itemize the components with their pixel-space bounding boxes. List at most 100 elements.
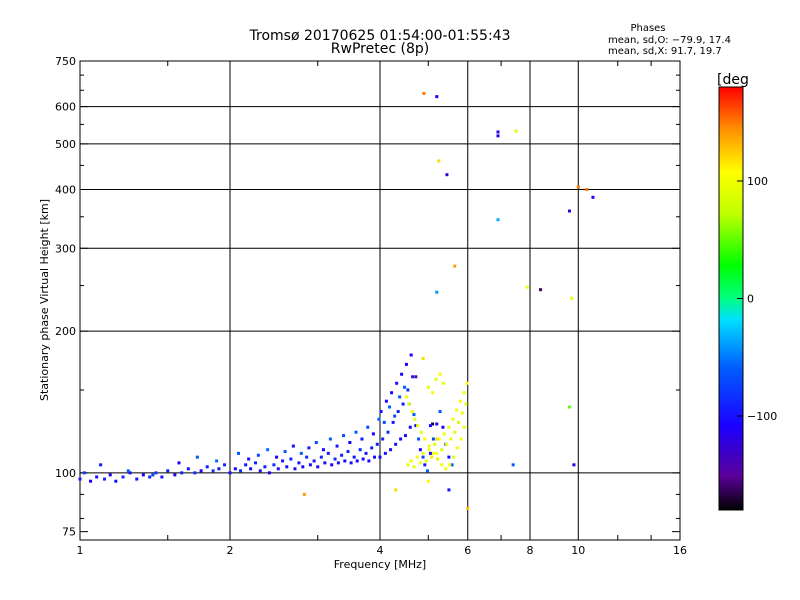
data-point — [328, 437, 332, 441]
data-point — [445, 442, 449, 446]
data-point — [453, 264, 457, 268]
data-point — [223, 463, 227, 467]
data-point — [393, 414, 397, 418]
data-point — [496, 130, 500, 134]
data-point — [291, 444, 295, 448]
data-point — [370, 446, 374, 450]
data-point — [414, 375, 418, 379]
data-point — [394, 442, 398, 446]
data-point — [321, 448, 325, 452]
data-point — [406, 388, 410, 392]
data-point — [426, 479, 430, 483]
data-point — [403, 434, 407, 438]
data-point — [570, 296, 574, 300]
data-point — [205, 465, 209, 469]
axis-ticks: 1 2 4 6 8 10 16 75 100 200 300 400 500 600 750 — [55, 55, 687, 557]
data-point — [428, 451, 432, 455]
data-point — [283, 450, 287, 454]
data-point — [336, 461, 340, 465]
data-point — [431, 437, 435, 441]
y-tick-label: 400 — [55, 183, 76, 196]
data-point — [424, 459, 428, 463]
data-point — [355, 459, 359, 463]
data-point — [447, 425, 451, 429]
data-point — [447, 488, 451, 492]
data-point — [342, 434, 346, 438]
data-point — [281, 459, 285, 463]
data-point — [431, 422, 435, 426]
data-point — [114, 479, 118, 483]
data-point — [404, 362, 408, 366]
data-point — [435, 290, 439, 294]
data-point — [211, 469, 215, 473]
data-point — [438, 410, 442, 414]
data-point — [440, 448, 444, 452]
data-point — [418, 461, 422, 465]
data-point — [378, 455, 382, 459]
data-point — [585, 187, 589, 191]
data-point — [539, 288, 543, 292]
data-point — [444, 467, 448, 471]
data-point — [108, 473, 112, 477]
data-point — [151, 473, 155, 477]
data-point — [459, 437, 463, 441]
data-point — [425, 469, 429, 473]
data-point — [388, 405, 392, 409]
data-point — [462, 425, 466, 429]
data-point — [276, 467, 280, 471]
data-point — [591, 195, 595, 199]
data-point — [525, 285, 529, 289]
data-point — [375, 442, 379, 446]
data-point — [199, 469, 203, 473]
y-tick-label: 75 — [62, 526, 76, 539]
data-point — [335, 444, 339, 448]
data-point — [340, 453, 344, 457]
y-axis-label: Stationary phase Virtual Height [km] — [38, 199, 51, 401]
data-point — [434, 377, 438, 381]
data-point — [82, 471, 86, 475]
data-point — [426, 385, 430, 389]
data-point — [396, 410, 400, 414]
data-point — [78, 477, 82, 481]
data-point — [409, 353, 413, 357]
grid-lines — [80, 61, 680, 540]
data-point — [289, 457, 293, 461]
data-point — [460, 411, 464, 415]
data-point — [228, 471, 232, 475]
data-point — [435, 451, 439, 455]
data-point — [406, 463, 410, 467]
data-point — [437, 437, 441, 441]
data-point — [314, 441, 318, 445]
x-tick-label: 10 — [571, 544, 585, 557]
data-point — [435, 95, 439, 99]
data-point — [416, 424, 420, 428]
data-point — [465, 381, 469, 385]
y-tick-label: 750 — [55, 55, 76, 68]
data-point — [448, 463, 452, 467]
data-points — [78, 91, 595, 510]
data-point — [399, 437, 403, 441]
data-point — [323, 461, 327, 465]
data-point — [263, 465, 267, 469]
data-point — [421, 455, 425, 459]
data-point — [421, 451, 425, 455]
data-point — [382, 420, 386, 424]
data-point — [297, 461, 301, 465]
x-tick-label: 2 — [227, 544, 234, 557]
data-point — [437, 159, 441, 163]
data-point — [239, 469, 243, 473]
data-point — [195, 455, 199, 459]
data-point — [253, 461, 257, 465]
data-point — [496, 218, 500, 222]
data-point — [233, 467, 237, 471]
stats-x-mode: mean, sd,X: 91.7, 19.7 — [608, 46, 722, 57]
colorbar-tick-label: 0 — [747, 293, 754, 306]
legend-title: Phases — [630, 23, 665, 34]
colorbar-tick-label: −100 — [747, 410, 777, 423]
data-point — [389, 448, 393, 452]
data-point — [330, 463, 334, 467]
colorbar-tick-label: 100 — [747, 175, 768, 188]
data-point — [453, 430, 457, 434]
data-point — [496, 134, 500, 138]
y-tick-label: 600 — [55, 101, 76, 114]
